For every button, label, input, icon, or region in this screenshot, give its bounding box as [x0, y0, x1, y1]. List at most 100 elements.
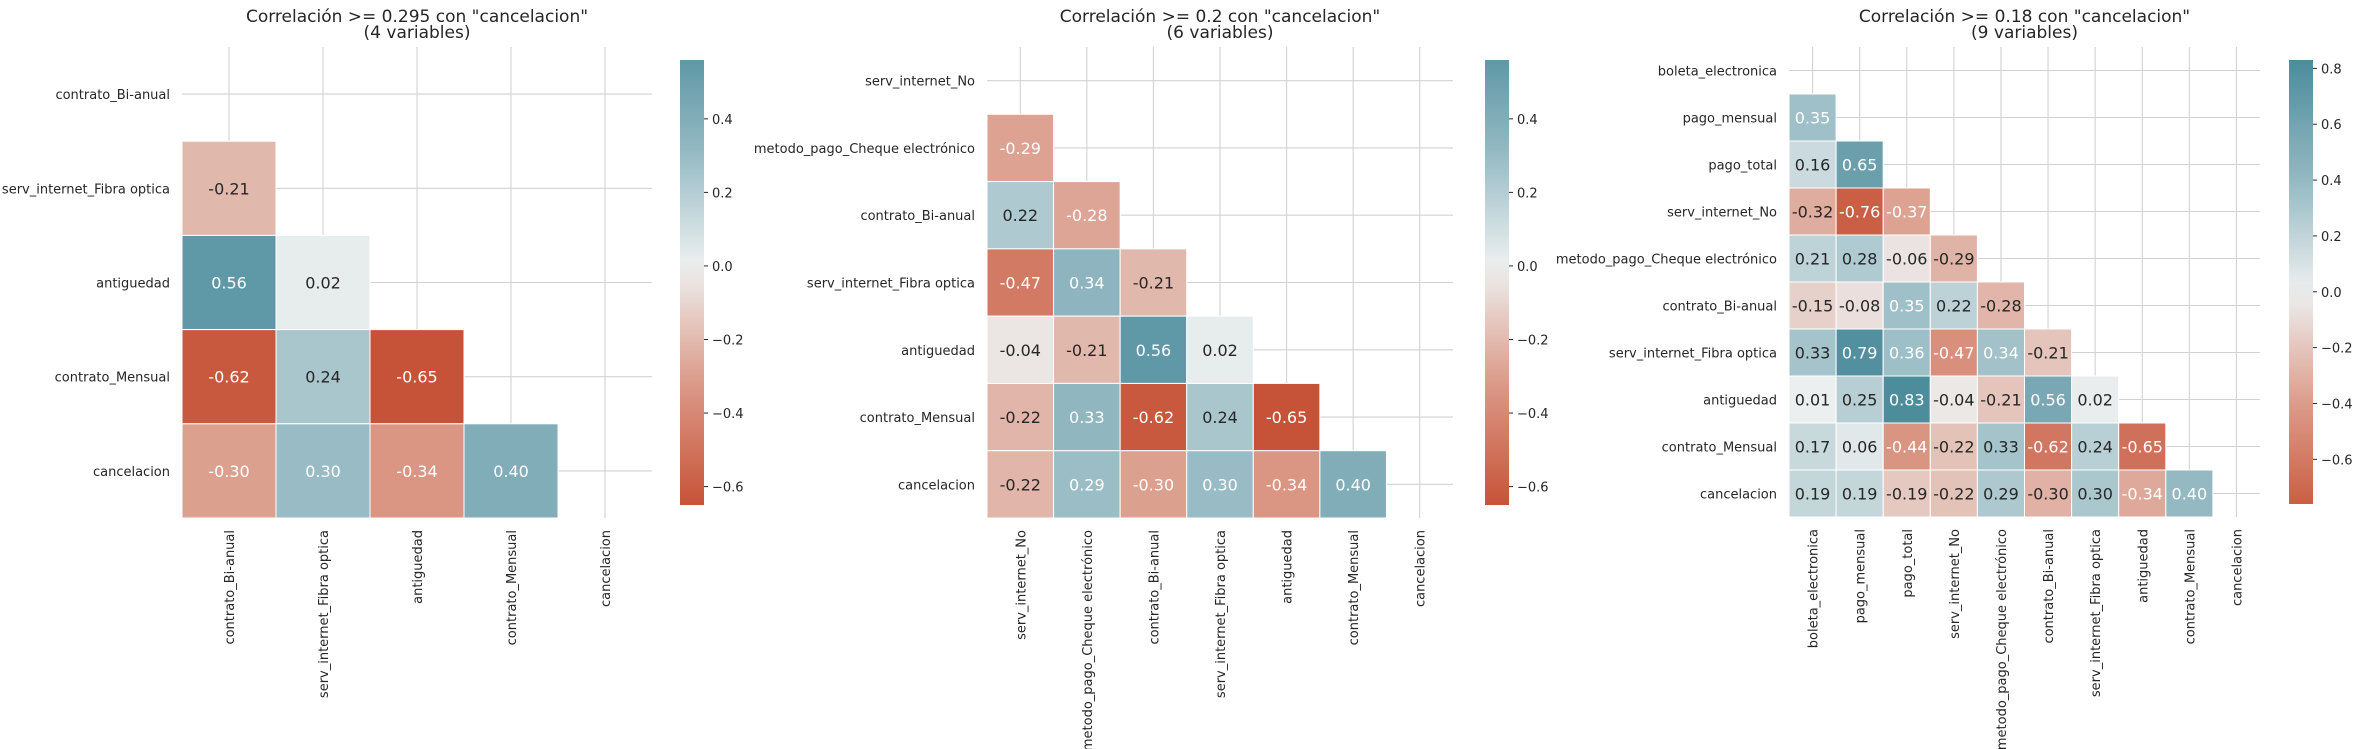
heatmap-cell [1319, 450, 1387, 519]
x-tick-label: metodo_pago_Cheque electrónico [1081, 530, 1096, 749]
colorbar: −0.6 −0.4 −0.2 0.0 0.2 0.4 [680, 60, 744, 505]
heatmap-cell [2024, 328, 2073, 377]
y-tick-label: pago_mensual [1683, 112, 1777, 127]
heatmap-cell [1835, 187, 1884, 236]
cell-annotation: -0.21 [208, 179, 249, 198]
cell-annotation: 0.19 [1795, 485, 1831, 504]
cell-annotation: 0.22 [1002, 206, 1038, 225]
cell-annotation: 0.35 [1889, 297, 1925, 316]
y-axis-labels: boleta_electronica pago_mensual pago_total… [1556, 65, 1777, 503]
heatmap-cell [1788, 281, 1837, 330]
cell-annotation: 0.56 [1136, 341, 1172, 360]
heatmap-cell [1882, 187, 1931, 236]
cell-annotation: 0.40 [2172, 485, 2208, 504]
y-tick-label: boleta_electronica [1658, 65, 1777, 80]
heatmap-cell [1976, 328, 2026, 377]
cell-annotation: 0.24 [1202, 408, 1238, 427]
colorbar-tick-label: 0.2 [2321, 230, 2342, 245]
colorbar-tick-label: −0.2 [2321, 342, 2353, 357]
y-tick-label: cancelacion [93, 465, 170, 480]
heatmap-cell [369, 329, 465, 425]
x-tick-label: serv_internet_Fibra optica [1214, 530, 1229, 698]
heatmap-cell [1186, 382, 1254, 452]
x-tick-label: contrato_Mensual [505, 530, 520, 645]
colorbar-tick-label: −0.4 [1517, 407, 1549, 422]
cell-annotation: -0.19 [1886, 485, 1927, 504]
y-tick-label: contrato_Bi-anual [860, 209, 975, 224]
heatmap-cell [1119, 248, 1188, 317]
heatmap-cell [1929, 469, 1978, 518]
colorbar-tick-label: 0.0 [2321, 286, 2342, 301]
colorbar-tick-label: −0.2 [712, 334, 744, 349]
heatmap-cell [2071, 469, 2120, 518]
heatmap-cell [1835, 281, 1884, 330]
x-tick-label: antiguedad [411, 530, 426, 604]
y-tick-label: cancelacion [1700, 488, 1777, 503]
chart-subtitle: (4 variables) [364, 23, 471, 43]
colorbar: −0.6 −0.4 −0.2 0.0 0.2 0.4 0.6 0.8 [2289, 60, 2353, 504]
heatmap-panel-1: -0.21 0.56 0.02 -0.62 0.24 -0.65 -0.30 0.30 -0.3… [2, 7, 744, 698]
cell-annotation: 0.30 [2077, 485, 2113, 504]
cell-annotation: 0.56 [2030, 391, 2066, 410]
cell-annotation: 0.30 [1202, 475, 1238, 494]
heatmap-cell [1929, 328, 1978, 377]
cell-annotation: -0.30 [208, 462, 249, 481]
colorbar-tick-label: −0.6 [1517, 481, 1549, 496]
colorbar-tick-label: 0.4 [2321, 174, 2342, 189]
cell-annotation: -0.44 [1886, 438, 1927, 457]
heatmap-cell [1788, 328, 1837, 377]
y-tick-label: serv_internet_Fibra optica [1609, 347, 1777, 362]
colorbar-tick-label: 0.8 [2321, 62, 2342, 77]
cell-annotation: -0.30 [1133, 475, 1174, 494]
chart-title: Correlación >= 0.2 con "cancelacion" [1060, 7, 1380, 27]
x-tick-label: serv_internet_Fibra optica [317, 530, 332, 698]
cell-annotation: -0.47 [1933, 344, 1974, 363]
x-tick-label: antiguedad [2136, 529, 2151, 603]
heatmap-cell [1976, 281, 2026, 330]
x-tick-label: cancelacion [599, 530, 614, 607]
cell-annotation: 0.40 [1335, 475, 1371, 494]
cell-annotation: 0.33 [1983, 438, 2019, 457]
cell-annotation: -0.34 [396, 462, 437, 481]
y-tick-label: serv_internet_Fibra optica [807, 277, 975, 292]
heatmap-cell [2118, 469, 2167, 518]
cell-annotation: 0.24 [305, 368, 341, 387]
cell-annotation: 0.36 [1889, 344, 1925, 363]
colorbar-tick-label: −0.6 [2321, 453, 2353, 468]
cell-annotation: 0.02 [1202, 341, 1238, 360]
heatmap-cell [1788, 375, 1837, 424]
x-tick-label: antiguedad [1281, 530, 1296, 604]
cell-annotation: 0.21 [1795, 250, 1831, 269]
cell-annotation: -0.06 [1886, 250, 1927, 269]
colorbar-tick-label: 0.0 [712, 260, 733, 275]
heatmap-cell [1788, 140, 1837, 189]
x-tick-label: contrato_Mensual [1347, 530, 1362, 645]
heatmap-cell [1929, 234, 1978, 283]
x-tick-label: contrato_Bi-anual [223, 530, 238, 645]
cell-annotation: -0.21 [2027, 344, 2068, 363]
x-axis-labels: serv_internet_No metodo_pago_Cheque elect… [1014, 530, 1428, 749]
colorbar-tick-label: 0.2 [1517, 186, 1538, 201]
heatmap-cell [181, 234, 277, 331]
cell-annotation: -0.37 [1886, 203, 1927, 222]
heatmap-cell [2165, 469, 2214, 518]
heatmap-cell [181, 329, 277, 425]
y-tick-label: metodo_pago_Cheque electrónico [754, 142, 975, 157]
heatmap-cell [2024, 375, 2073, 424]
heatmap-cell [1252, 382, 1321, 452]
cell-annotation: -0.08 [1839, 297, 1880, 316]
heatmap-cells: 0.35 0.16 0.65 -0.32 -0.76 -0.37 0.21 0.28 -0.06… [1788, 93, 2214, 518]
cell-annotation: 0.83 [1889, 391, 1925, 410]
y-axis-labels: serv_internet_No metodo_pago_Cheque elect… [754, 75, 975, 494]
colorbar-tick-label: 0.4 [712, 113, 733, 128]
cell-annotation: 0.65 [1842, 156, 1878, 175]
y-tick-label: serv_internet_Fibra optica [2, 182, 170, 197]
heatmap-cell [369, 423, 465, 519]
cell-annotation: 0.40 [493, 462, 529, 481]
cell-annotation: 0.79 [1842, 344, 1878, 363]
x-tick-label: boleta_electronica [1807, 529, 1822, 648]
heatmap-cell [181, 140, 277, 236]
heatmap-cell [463, 423, 559, 519]
x-axis-labels: boleta_electronica pago_mensual pago_total… [1807, 529, 2246, 749]
x-tick-label: pago_mensual [1854, 529, 1869, 623]
